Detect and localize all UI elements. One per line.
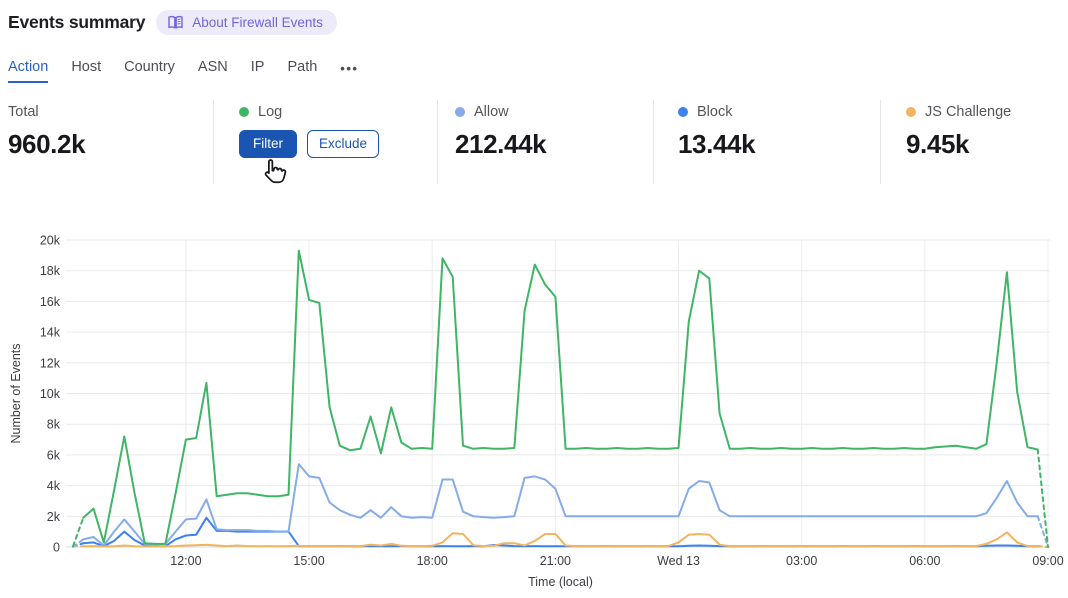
svg-text:12:00: 12:00 (170, 554, 201, 568)
filter-button[interactable]: Filter (239, 130, 297, 158)
svg-text:15:00: 15:00 (293, 554, 324, 568)
svg-text:18k: 18k (40, 264, 61, 278)
events-chart-plot-area[interactable]: 0 2k 4k 6k 8k 10k 12k 14k 16k 18k 20k 12:00 15:00 18:… (0, 223, 1068, 598)
stat-block: Block 13.44k (653, 100, 880, 184)
svg-text:0: 0 (53, 541, 60, 555)
svg-text:4k: 4k (47, 479, 61, 493)
stats-row: Total 960.2k Log Filter Exclude Allow 21… (0, 100, 1068, 184)
js-challenge-value: 9.45k (906, 129, 970, 159)
svg-text:6k: 6k (47, 448, 61, 462)
exclude-button[interactable]: Exclude (307, 130, 380, 158)
tab-asn[interactable]: ASN (197, 59, 228, 75)
svg-text:Number of Events: Number of Events (9, 343, 23, 443)
svg-text:Time (local): Time (local) (528, 575, 593, 589)
svg-text:06:00: 06:00 (909, 554, 940, 568)
log-series-dot (239, 107, 249, 117)
block-label: Block (697, 104, 733, 120)
log-label: Log (258, 104, 283, 120)
page-title: Events summary (8, 12, 146, 32)
svg-text:8k: 8k (47, 418, 61, 432)
svg-text:2k: 2k (47, 510, 61, 524)
allow-series-dot (455, 107, 465, 117)
stat-log: Log Filter Exclude (213, 100, 437, 184)
stat-js-challenge: JS Challenge 9.45k (880, 100, 1068, 184)
stat-allow: Allow 212.44k (437, 100, 653, 184)
svg-text:21:00: 21:00 (540, 554, 571, 568)
svg-text:03:00: 03:00 (786, 554, 817, 568)
about-badge-label: About Firewall Events (192, 14, 323, 30)
total-label: Total (8, 104, 39, 120)
svg-text:09:00: 09:00 (1032, 554, 1063, 568)
tab-path[interactable]: Path (287, 59, 318, 75)
about-firewall-events-badge[interactable]: About Firewall Events (156, 10, 337, 35)
block-value: 13.44k (678, 129, 756, 159)
svg-text:14k: 14k (40, 326, 61, 340)
tab-action[interactable]: Action (8, 59, 49, 83)
total-value: 960.2k (8, 129, 86, 159)
tab-host[interactable]: Host (71, 59, 102, 75)
svg-text:10k: 10k (40, 387, 61, 401)
stat-total: Total 960.2k (0, 100, 213, 184)
js-challenge-series-dot (906, 107, 916, 117)
more-tabs-icon[interactable]: ••• (340, 61, 359, 76)
tab-ip[interactable]: IP (250, 59, 265, 75)
allow-label: Allow (474, 104, 509, 120)
js-challenge-label: JS Challenge (925, 104, 1012, 120)
page-header: Events summary About Firewall Events (8, 10, 337, 35)
svg-text:Wed 13: Wed 13 (657, 554, 700, 568)
events-over-time-chart: 0 2k 4k 6k 8k 10k 12k 14k 16k 18k 20k 12:00 15:00 18:… (0, 223, 1068, 598)
block-series-dot (678, 107, 688, 117)
svg-text:20k: 20k (40, 234, 61, 248)
svg-text:18:00: 18:00 (417, 554, 448, 568)
svg-text:12k: 12k (40, 356, 61, 370)
allow-value: 212.44k (455, 129, 547, 159)
book-icon (167, 15, 184, 30)
group-by-tabs: Action Host Country ASN IP Path ••• (8, 59, 358, 83)
log-hover-actions: Filter Exclude (239, 130, 437, 158)
tab-country[interactable]: Country (124, 59, 175, 75)
svg-text:16k: 16k (40, 295, 61, 309)
